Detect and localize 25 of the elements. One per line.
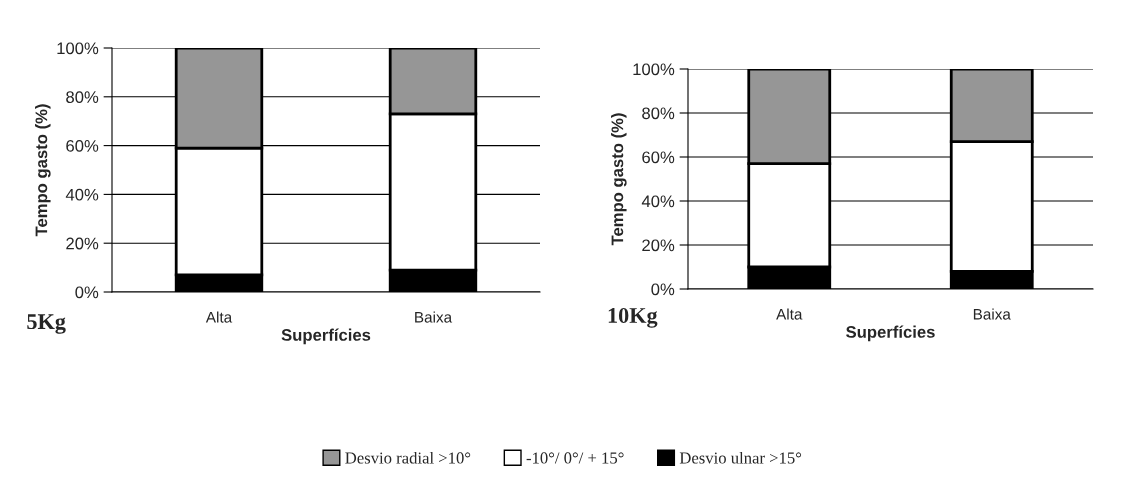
y-axis-title: Tempo gasto (%): [611, 113, 627, 246]
x-axis-title: Superfícies: [281, 328, 371, 345]
y-tick-label: 20%: [642, 239, 675, 252]
x-axis-title: Superfícies: [846, 325, 935, 342]
y-tick-label: 40%: [641, 195, 675, 208]
y-tick-label: 80%: [642, 107, 675, 120]
y-tick-label: 40%: [65, 188, 99, 201]
y-axis-title: Tempo gasto (%): [35, 104, 51, 237]
y-tick-label: 0%: [651, 283, 675, 296]
y-tick-label: 0%: [75, 286, 99, 299]
y-tick-label: 20%: [66, 237, 99, 250]
x-tick-label: Baixa: [415, 311, 453, 323]
legend-label: -10°/ 0°/ + 15°: [526, 452, 624, 464]
x-tick-label: Alta: [205, 311, 233, 323]
y-tick-label: 60%: [66, 140, 99, 152]
text: 5Kg: [27, 314, 66, 334]
legend-label: Desvio radial >10°: [345, 451, 471, 464]
x-tick-label: Baixa: [973, 308, 1011, 320]
x-tick-label: Alta: [776, 308, 803, 320]
text: 10Kg: [608, 307, 658, 328]
y-tick-label: 100%: [57, 42, 99, 55]
y-tick-label: 100%: [633, 63, 675, 76]
legend-label: Desvio ulnar >15°: [679, 451, 802, 464]
y-tick-label: 80%: [66, 91, 99, 103]
y-tick-label: 60%: [642, 151, 675, 164]
